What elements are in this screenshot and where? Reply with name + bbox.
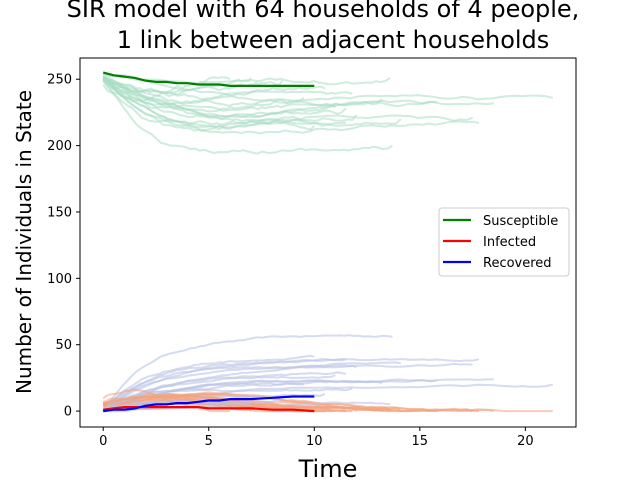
legend-label-infected: Infected [483,235,536,250]
recovered-run-line [102,334,393,411]
susceptible-run-line [102,77,358,128]
legend-box [438,207,570,277]
y-axis: 0 50 100 150 200 250 [47,73,80,420]
legend-label-susceptible: Susceptible [483,214,558,229]
main-series [102,71,315,413]
susceptible-run-line [102,79,393,155]
susceptible-run-line [102,75,346,127]
chart-title-line-1: SIR model with 64 households of 4 people… [67,0,580,23]
recovered-run-line [102,400,231,412]
x-axis: 0 5 10 15 20 [99,427,534,449]
series-line-susceptible [102,71,315,88]
y-tick-label: 250 [47,73,72,88]
series-line-recovered [103,395,315,413]
susceptible-run-line [102,72,554,102]
y-tick-label: 150 [47,205,72,220]
series-line-infected [103,406,315,413]
recovered-run-line [102,374,336,412]
y-tick-label: 100 [47,272,72,287]
infected-run-line [102,388,230,413]
legend-label-recovered: Recovered [483,256,552,271]
susceptible-run-line [102,78,305,113]
x-tick-label: 0 [99,434,107,449]
susceptible-run-line [103,77,326,101]
x-tick-label: 10 [306,434,323,449]
infected-run-line [102,393,284,412]
susceptible-run-line [102,78,316,132]
y-tick-label: 200 [47,139,72,154]
x-tick-label: 20 [517,434,534,449]
y-tick-label: 0 [64,405,72,420]
infected-run-line [103,395,252,412]
recovered-run-line [102,354,315,412]
y-tick-label: 50 [55,338,72,353]
susceptible-run-line [102,76,231,102]
chart-title-line-2: 1 link between adjacent households [117,26,550,54]
susceptible-run-line [102,76,383,107]
plot-frame [79,57,577,428]
x-tick-label: 15 [412,434,429,449]
recovered-run-line [102,358,347,412]
x-axis-label: Time [298,455,358,480]
y-axis-label: Number of Individuals in State [12,90,36,394]
recovered-run-line [102,361,401,413]
legend: Susceptible Infected Recovered [438,207,570,277]
x-tick-label: 5 [205,434,213,449]
